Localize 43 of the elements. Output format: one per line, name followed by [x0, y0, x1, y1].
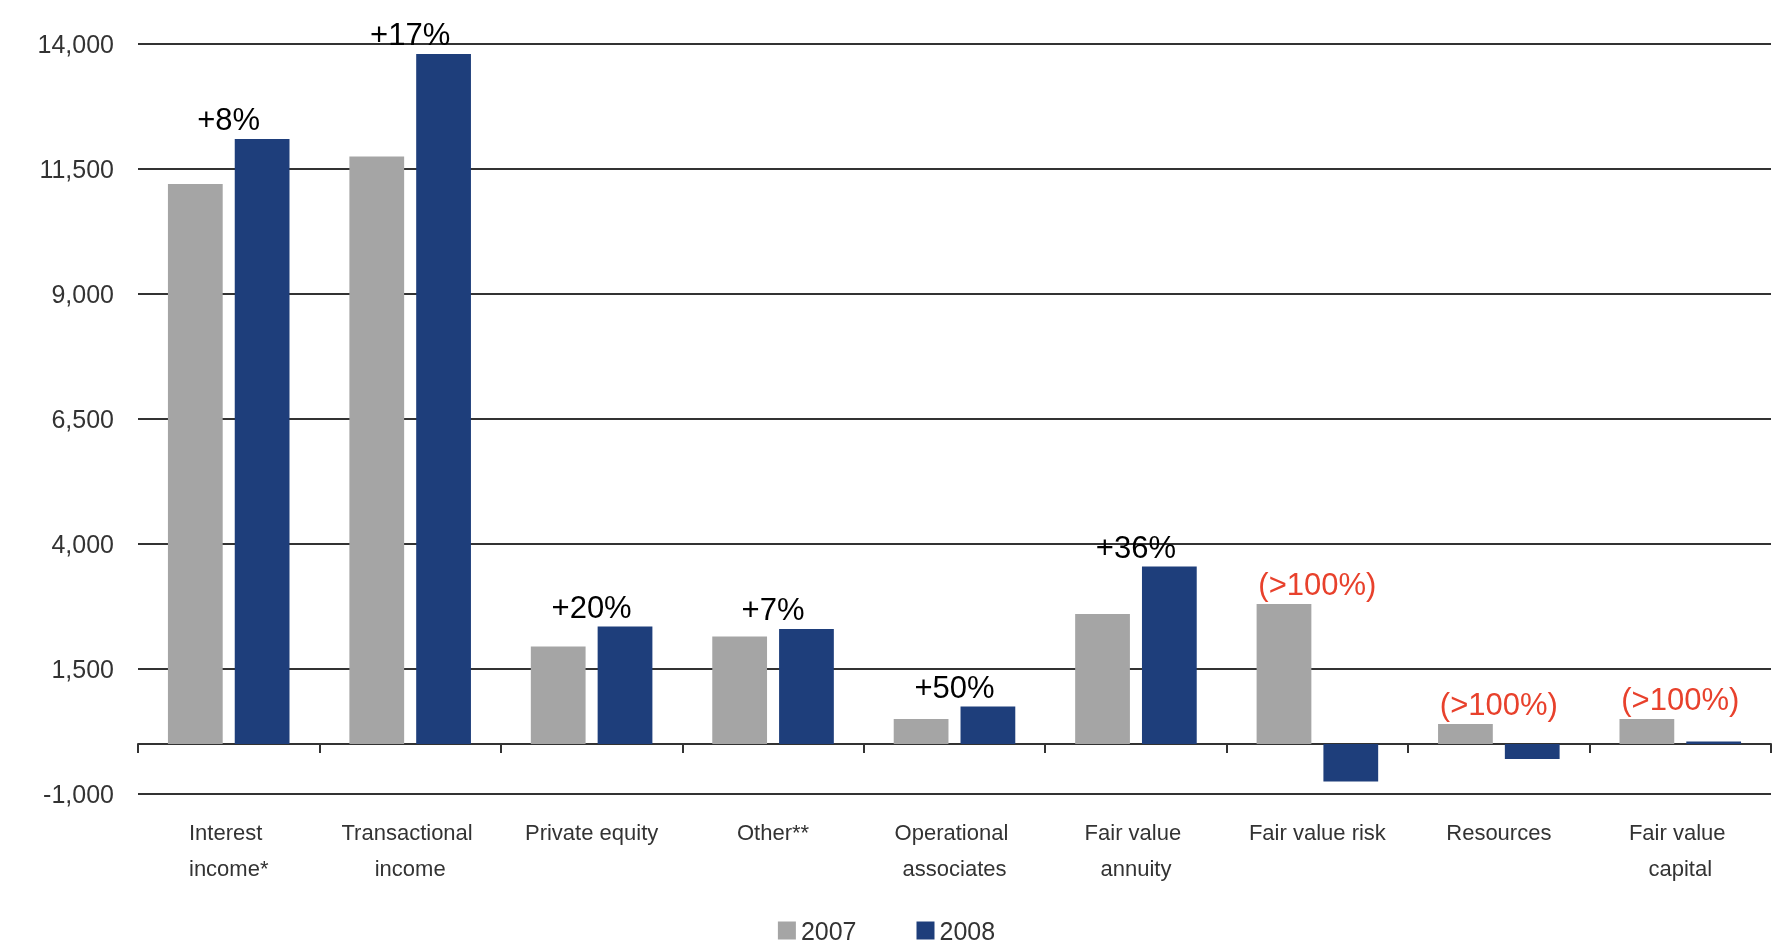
- y-tick-label: 9,000: [51, 280, 114, 308]
- legend-label: 2007: [800, 916, 857, 945]
- bar: [960, 706, 1016, 744]
- x-tick-label: Fair value annuity: [1084, 819, 1188, 881]
- x-tick-label: Operational associates: [894, 819, 1015, 881]
- annotation: +20%: [551, 589, 632, 625]
- x-tick-label: Fair value risk: [1248, 819, 1387, 845]
- annotation: (>100%): [1621, 682, 1740, 717]
- annotation: +8%: [197, 102, 261, 137]
- x-tick-label: Resources: [1446, 819, 1552, 845]
- annotation: +7%: [741, 592, 805, 627]
- y-tick-label: 11,500: [39, 155, 114, 183]
- y-tick-label: 4,000: [51, 530, 114, 558]
- annotation: +17%: [370, 17, 451, 52]
- bar: [1438, 724, 1493, 744]
- bar: [530, 646, 586, 744]
- bar: [234, 139, 290, 744]
- bar: [1141, 566, 1197, 744]
- y-tick-label: -1,000: [43, 780, 114, 808]
- bar: [893, 719, 949, 744]
- bar: [1323, 744, 1379, 782]
- y-tick-label: 1,500: [51, 655, 114, 683]
- y-tick-label: 14,000: [37, 30, 114, 58]
- bar: [1504, 744, 1560, 759]
- y-tick-label: 6,500: [51, 405, 114, 433]
- bar: [1619, 719, 1675, 744]
- bar: [349, 156, 405, 744]
- x-tick-label: Private equity: [524, 819, 659, 845]
- legend-label: 2008: [939, 916, 996, 945]
- annotation: +50%: [914, 669, 995, 705]
- x-tick-label: Fair value capital: [1628, 819, 1732, 881]
- bar: [416, 54, 471, 744]
- bar: [1075, 614, 1130, 744]
- bar: [712, 636, 768, 744]
- bar: [1256, 604, 1312, 744]
- bar: [167, 184, 223, 744]
- x-tick-label: Interest income*: [188, 819, 269, 881]
- x-tick-label: Transactional income: [341, 819, 479, 881]
- annotation: (>100%): [1258, 567, 1377, 602]
- bar: [779, 629, 834, 744]
- x-tick-label: Other**: [736, 819, 810, 845]
- bar: [597, 626, 653, 744]
- annotation: (>100%): [1439, 687, 1558, 722]
